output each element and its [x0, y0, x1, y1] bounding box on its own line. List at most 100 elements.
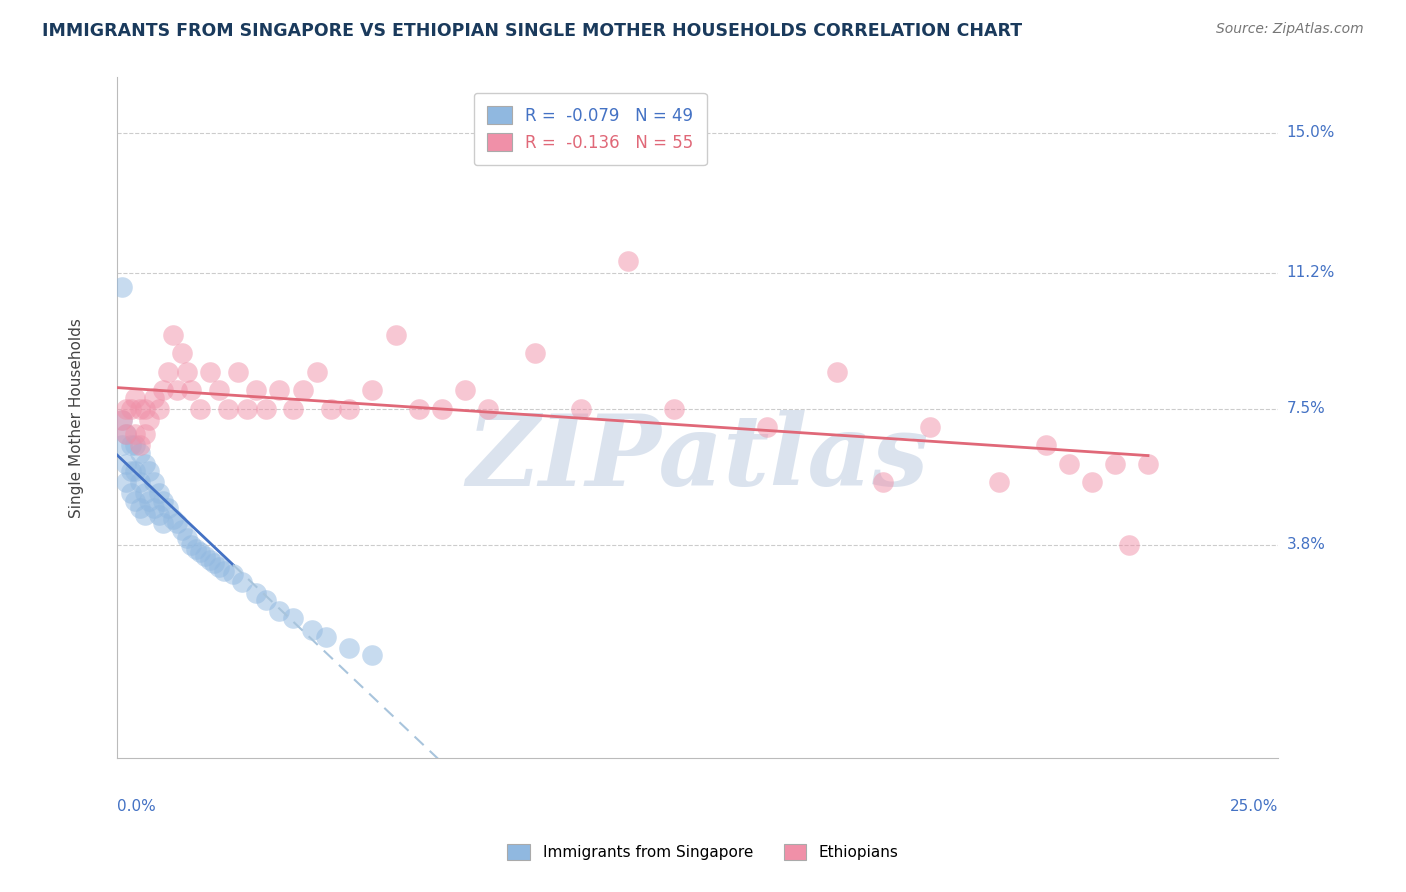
Point: [212, 564, 235, 578]
Text: Source: ZipAtlas.com: Source: ZipAtlas.com: [1216, 22, 1364, 37]
Point: [115, 457, 138, 471]
Point: [129, 475, 152, 490]
Point: [204, 556, 226, 570]
Point: [988, 475, 1011, 490]
Point: [124, 464, 146, 478]
Text: 15.0%: 15.0%: [1286, 125, 1334, 140]
Point: [148, 508, 170, 523]
Point: [254, 401, 277, 416]
Point: [872, 475, 894, 490]
Point: [918, 420, 941, 434]
Point: [162, 512, 184, 526]
Point: [408, 401, 430, 416]
Point: [152, 516, 174, 530]
Point: [283, 611, 305, 625]
Point: [208, 560, 231, 574]
Point: [337, 401, 360, 416]
Point: [190, 545, 212, 559]
Point: [170, 346, 193, 360]
Point: [226, 365, 249, 379]
Point: [231, 574, 253, 589]
Point: [198, 365, 221, 379]
Point: [283, 401, 305, 416]
Point: [176, 531, 198, 545]
Point: [138, 413, 160, 427]
Point: [180, 384, 202, 398]
Point: [129, 446, 152, 460]
Point: [337, 640, 360, 655]
Point: [319, 401, 342, 416]
Text: Single Mother Households: Single Mother Households: [69, 318, 84, 518]
Point: [301, 623, 323, 637]
Point: [162, 328, 184, 343]
Point: [208, 384, 231, 398]
Point: [152, 384, 174, 398]
Point: [361, 648, 384, 663]
Point: [138, 493, 160, 508]
Point: [110, 413, 132, 427]
Point: [143, 391, 166, 405]
Point: [1035, 438, 1057, 452]
Point: [305, 365, 328, 379]
Text: 7.5%: 7.5%: [1286, 401, 1324, 417]
Text: ZIPatlas: ZIPatlas: [467, 410, 928, 507]
Point: [184, 541, 207, 556]
Point: [217, 401, 239, 416]
Text: 25.0%: 25.0%: [1230, 799, 1278, 814]
Point: [756, 420, 779, 434]
Point: [384, 328, 406, 343]
Point: [361, 384, 384, 398]
Point: [143, 475, 166, 490]
Point: [124, 427, 146, 442]
Point: [124, 391, 146, 405]
Point: [110, 280, 132, 294]
Point: [115, 427, 138, 442]
Point: [156, 365, 179, 379]
Point: [138, 464, 160, 478]
Point: [115, 475, 138, 490]
Point: [170, 523, 193, 537]
Point: [120, 401, 142, 416]
Point: [134, 457, 156, 471]
Point: [166, 384, 188, 398]
Point: [222, 567, 245, 582]
Point: [236, 401, 259, 416]
Point: [134, 508, 156, 523]
Text: 11.2%: 11.2%: [1286, 265, 1334, 280]
Point: [134, 427, 156, 442]
Point: [129, 501, 152, 516]
Point: [269, 384, 291, 398]
Point: [291, 384, 314, 398]
Point: [254, 593, 277, 607]
Point: [1118, 538, 1140, 552]
Text: 3.8%: 3.8%: [1286, 537, 1326, 552]
Point: [1057, 457, 1080, 471]
Point: [198, 552, 221, 566]
Point: [134, 486, 156, 500]
Point: [134, 401, 156, 416]
Point: [166, 516, 188, 530]
Point: [1137, 457, 1160, 471]
Point: [129, 438, 152, 452]
Point: [1081, 475, 1104, 490]
Point: [315, 630, 337, 644]
Point: [176, 365, 198, 379]
Point: [156, 501, 179, 516]
Legend: Immigrants from Singapore, Ethiopians: Immigrants from Singapore, Ethiopians: [502, 838, 904, 866]
Text: IMMIGRANTS FROM SINGAPORE VS ETHIOPIAN SINGLE MOTHER HOUSEHOLDS CORRELATION CHAR: IMMIGRANTS FROM SINGAPORE VS ETHIOPIAN S…: [42, 22, 1022, 40]
Point: [430, 401, 453, 416]
Point: [617, 254, 640, 268]
Point: [523, 346, 546, 360]
Point: [148, 486, 170, 500]
Point: [180, 538, 202, 552]
Point: [269, 604, 291, 618]
Point: [664, 401, 686, 416]
Point: [110, 413, 132, 427]
Point: [825, 365, 848, 379]
Point: [115, 401, 138, 416]
Point: [454, 384, 477, 398]
Point: [115, 427, 138, 442]
Point: [1104, 457, 1126, 471]
Point: [143, 501, 166, 516]
Point: [110, 438, 132, 452]
